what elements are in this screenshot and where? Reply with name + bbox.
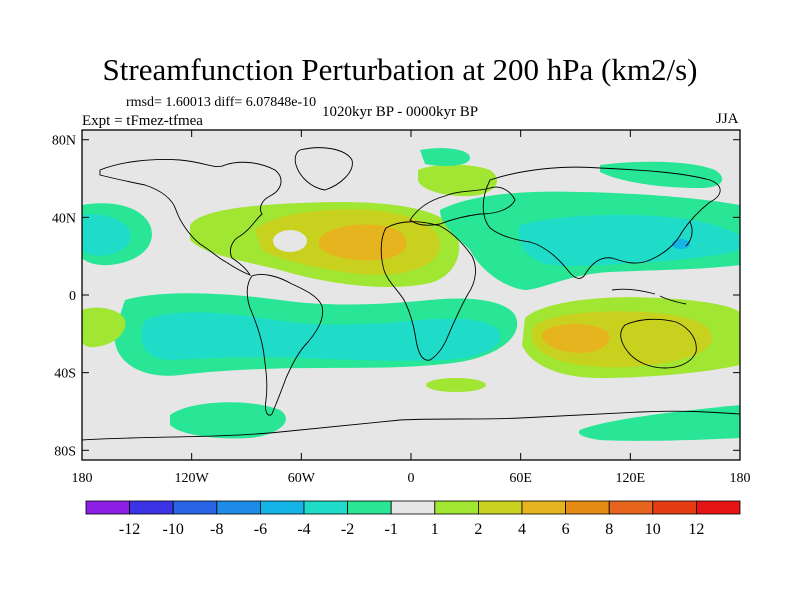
coast-greenland bbox=[294, 147, 353, 191]
x-tick-label: 180 bbox=[72, 471, 93, 486]
colorbar-swatch bbox=[216, 500, 261, 515]
coast-europe bbox=[409, 186, 516, 226]
coast-africa bbox=[380, 221, 476, 361]
fill-asia-negative-blue bbox=[672, 239, 690, 249]
colorbar-swatch bbox=[652, 500, 697, 515]
season-label: JJA bbox=[716, 111, 739, 127]
fill-south-atlantic-positive bbox=[426, 378, 486, 392]
colorbar-label: 10 bbox=[645, 521, 661, 538]
colorbar-swatch bbox=[85, 500, 130, 515]
y-tick-label: 0 bbox=[69, 289, 76, 304]
fill-north-positive-green bbox=[418, 164, 498, 197]
y-tick-label: 40S bbox=[54, 367, 76, 382]
coast-australia bbox=[620, 318, 697, 369]
coastlines bbox=[82, 147, 740, 441]
experiment-label: Expt = tFmez-tfmea bbox=[82, 113, 203, 129]
y-tick-label: 80N bbox=[52, 134, 76, 149]
colorbar-swatch bbox=[477, 500, 523, 515]
x-tick-label: 120E bbox=[616, 471, 646, 486]
colorbar-label: -10 bbox=[163, 521, 184, 538]
x-tick-label: 60W bbox=[288, 471, 316, 486]
colorbar-label: 12 bbox=[688, 521, 704, 538]
y-tick-label: 80S bbox=[54, 444, 76, 459]
coast-antarctica bbox=[82, 410, 740, 441]
coast-indonesia bbox=[611, 288, 687, 305]
fill-southwest-positive bbox=[82, 307, 126, 348]
period-label: 1020kyr BP - 0000kyr BP bbox=[322, 104, 479, 120]
colorbar-swatch bbox=[608, 500, 654, 515]
colorbar-swatch bbox=[565, 500, 610, 515]
colorbar-label: 4 bbox=[518, 521, 526, 538]
colorbar-label: 2 bbox=[474, 521, 482, 538]
colorbar-swatch bbox=[390, 500, 436, 515]
colorbar-label: -12 bbox=[119, 521, 140, 538]
fill-north-atlantic-negative bbox=[420, 148, 470, 166]
fill-south-indian-negative bbox=[578, 405, 740, 441]
colorbar-label: 8 bbox=[605, 521, 613, 538]
colorbar-swatch bbox=[259, 500, 305, 515]
colorbar-swatch bbox=[347, 500, 392, 515]
fill-atlantic-positive-orange bbox=[318, 224, 407, 261]
y-tick-label: 40N bbox=[52, 211, 76, 226]
colorbar-label: -1 bbox=[385, 521, 398, 538]
colorbar-swatch bbox=[696, 500, 741, 515]
colorbar-swatch bbox=[172, 500, 218, 515]
coast-japan bbox=[685, 221, 693, 247]
chart-title: Streamfunction Perturbation at 200 hPa (… bbox=[102, 52, 698, 87]
stats-text: rmsd= 1.60013 diff= 6.07848e-10 bbox=[126, 95, 317, 110]
colorbar-swatch bbox=[434, 500, 479, 515]
fill-west-negative-cyan bbox=[82, 214, 131, 256]
fill-south-pacific-negative bbox=[170, 402, 286, 439]
coast-south-america bbox=[246, 273, 324, 416]
fill-australia-positive-orange bbox=[542, 324, 610, 353]
colorbar-swatch bbox=[129, 500, 174, 515]
colorbar-label: -4 bbox=[297, 521, 310, 538]
x-axis: 180 120W 60W 0 60E 120E 180 bbox=[72, 130, 751, 486]
contour-fills bbox=[82, 148, 740, 441]
fill-south-negative-cyan bbox=[141, 312, 501, 361]
coast-north-america bbox=[99, 159, 282, 276]
x-tick-label: 120W bbox=[175, 471, 210, 486]
x-tick-label: 60E bbox=[509, 471, 532, 486]
y-axis: 80N 40N 0 40S 80S bbox=[52, 134, 740, 459]
x-tick-label: 0 bbox=[408, 471, 415, 486]
coast-asia bbox=[482, 166, 721, 279]
colorbar-swatch bbox=[303, 500, 348, 515]
colorbar-label: 6 bbox=[562, 521, 570, 538]
colorbar-label: 1 bbox=[431, 521, 439, 538]
x-tick-label: 180 bbox=[730, 471, 751, 486]
colorbar-label: -8 bbox=[210, 521, 223, 538]
fill-caribbean-gap bbox=[273, 230, 307, 252]
fill-north-east-negative bbox=[600, 161, 723, 188]
colorbar-label: -2 bbox=[341, 521, 354, 538]
colorbar: -12 -10 -8 -6 -4 -2 -1 1 2 4 6 8 10 12 bbox=[85, 500, 741, 538]
colorbar-swatch bbox=[521, 500, 566, 515]
colorbar-label: -6 bbox=[254, 521, 267, 538]
